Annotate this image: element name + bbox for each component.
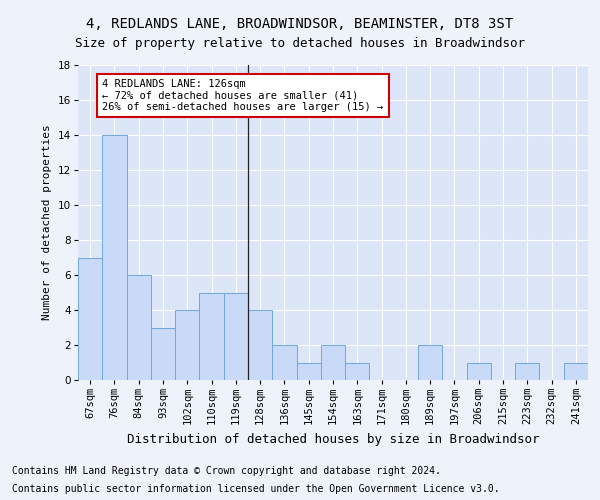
X-axis label: Distribution of detached houses by size in Broadwindsor: Distribution of detached houses by size … xyxy=(127,433,539,446)
Bar xyxy=(175,310,199,380)
Bar xyxy=(248,310,272,380)
Bar xyxy=(321,345,345,380)
Bar xyxy=(272,345,296,380)
Bar xyxy=(515,362,539,380)
Bar xyxy=(199,292,224,380)
Bar xyxy=(78,258,102,380)
Bar xyxy=(102,135,127,380)
Text: Contains public sector information licensed under the Open Government Licence v3: Contains public sector information licen… xyxy=(12,484,500,494)
Bar xyxy=(564,362,588,380)
Y-axis label: Number of detached properties: Number of detached properties xyxy=(42,124,52,320)
Bar xyxy=(224,292,248,380)
Bar xyxy=(296,362,321,380)
Bar xyxy=(345,362,370,380)
Bar xyxy=(418,345,442,380)
Bar xyxy=(151,328,175,380)
Text: Contains HM Land Registry data © Crown copyright and database right 2024.: Contains HM Land Registry data © Crown c… xyxy=(12,466,441,476)
Bar xyxy=(467,362,491,380)
Text: 4 REDLANDS LANE: 126sqm
← 72% of detached houses are smaller (41)
26% of semi-de: 4 REDLANDS LANE: 126sqm ← 72% of detache… xyxy=(102,79,383,112)
Text: Size of property relative to detached houses in Broadwindsor: Size of property relative to detached ho… xyxy=(75,38,525,51)
Bar xyxy=(127,275,151,380)
Text: 4, REDLANDS LANE, BROADWINDSOR, BEAMINSTER, DT8 3ST: 4, REDLANDS LANE, BROADWINDSOR, BEAMINST… xyxy=(86,18,514,32)
